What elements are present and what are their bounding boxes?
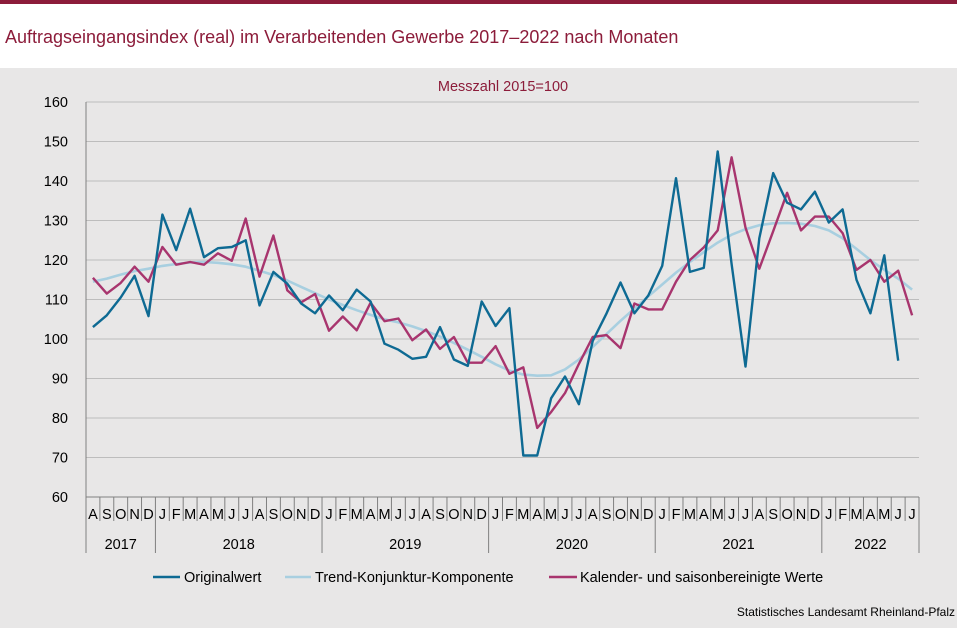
month-label: D <box>476 507 486 523</box>
y-tick-label: 160 <box>44 95 68 111</box>
legend: Originalwert Trend-Konjunktur-Komponente K… <box>153 570 823 586</box>
month-label: N <box>463 507 473 523</box>
month-label: A <box>588 507 598 523</box>
month-label: O <box>115 507 126 523</box>
month-label: A <box>755 507 765 523</box>
y-tick-label: 90 <box>52 372 68 388</box>
y-tick-label: 120 <box>44 253 68 269</box>
month-label: F <box>338 507 347 523</box>
month-label: S <box>269 507 279 523</box>
year-label: 2022 <box>854 537 886 553</box>
legend-label: Kalender- und saisonbereinigte Werte <box>580 570 823 586</box>
month-label: F <box>672 507 681 523</box>
chart-subtitle: Messzahl 2015=100 <box>438 79 568 95</box>
year-label: 2019 <box>389 537 421 553</box>
month-label: J <box>242 507 249 523</box>
month-label: M <box>212 507 224 523</box>
month-label: A <box>88 507 98 523</box>
year-label: 2021 <box>722 537 754 553</box>
month-label: S <box>602 507 612 523</box>
month-label: J <box>409 507 416 523</box>
source-note: Statistisches Landesamt Rheinland-Pfalz <box>737 605 955 619</box>
month-label: S <box>102 507 112 523</box>
month-label: O <box>282 507 293 523</box>
month-label: S <box>768 507 778 523</box>
series-lines <box>91 150 914 457</box>
month-label: M <box>684 507 696 523</box>
month-label: J <box>159 507 166 523</box>
y-axis-ticks: 60 70 80 90 100 110 120 130 140 150 160 <box>44 95 87 506</box>
y-tick-label: 110 <box>45 293 68 309</box>
month-label: F <box>838 507 847 523</box>
month-label: F <box>505 507 514 523</box>
month-label: D <box>643 507 653 523</box>
month-label: N <box>629 507 639 523</box>
month-label: J <box>895 507 902 523</box>
series-line-saisonbereinigt <box>91 156 914 430</box>
month-label: F <box>172 507 181 523</box>
legend-label: Originalwert <box>184 570 261 586</box>
year-label: 2020 <box>556 537 588 553</box>
month-label: D <box>810 507 820 523</box>
month-label: J <box>395 507 402 523</box>
month-label: J <box>228 507 235 523</box>
y-tick-label: 150 <box>44 135 68 151</box>
month-label: M <box>378 507 390 523</box>
month-label: J <box>561 507 568 523</box>
series-line-originalwert <box>92 150 900 457</box>
chart-title: Auftragseingangsindex (real) im Verarbei… <box>5 27 679 47</box>
month-label: D <box>310 507 320 523</box>
month-label: A <box>366 507 376 523</box>
y-tick-label: 130 <box>44 214 68 230</box>
year-label: 2018 <box>223 537 255 553</box>
month-label: J <box>325 507 332 523</box>
month-label: A <box>199 507 209 523</box>
y-tick-label: 140 <box>44 174 68 190</box>
month-label: O <box>615 507 626 523</box>
month-label: D <box>143 507 153 523</box>
top-accent-bar <box>0 0 957 4</box>
y-tick-label: 60 <box>52 490 68 506</box>
month-label: A <box>866 507 876 523</box>
month-label: A <box>421 507 431 523</box>
title-area: Auftragseingangsindex (real) im Verarbei… <box>0 4 957 66</box>
month-label: N <box>296 507 306 523</box>
month-label: J <box>492 507 499 523</box>
month-label: J <box>908 507 915 523</box>
y-tick-label: 80 <box>52 411 68 427</box>
month-label: N <box>129 507 139 523</box>
month-label: O <box>781 507 792 523</box>
month-label: J <box>742 507 749 523</box>
month-label: A <box>255 507 265 523</box>
chart-panel <box>0 68 957 628</box>
month-label: M <box>878 507 890 523</box>
month-label: M <box>184 507 196 523</box>
month-label: M <box>545 507 557 523</box>
month-label: M <box>712 507 724 523</box>
year-label: 2017 <box>105 537 137 553</box>
month-label: A <box>532 507 542 523</box>
legend-label: Trend-Konjunktur-Komponente <box>315 570 514 586</box>
y-tick-label: 70 <box>52 451 68 467</box>
month-label: J <box>575 507 582 523</box>
month-label: J <box>659 507 666 523</box>
month-label: M <box>850 507 862 523</box>
month-label: O <box>448 507 459 523</box>
gridlines <box>86 101 919 458</box>
y-tick-label: 100 <box>44 332 68 348</box>
month-label: S <box>435 507 445 523</box>
month-label: M <box>351 507 363 523</box>
month-label: J <box>728 507 735 523</box>
month-label: J <box>825 507 832 523</box>
month-label: A <box>699 507 709 523</box>
month-label: M <box>517 507 529 523</box>
month-label: N <box>796 507 806 523</box>
